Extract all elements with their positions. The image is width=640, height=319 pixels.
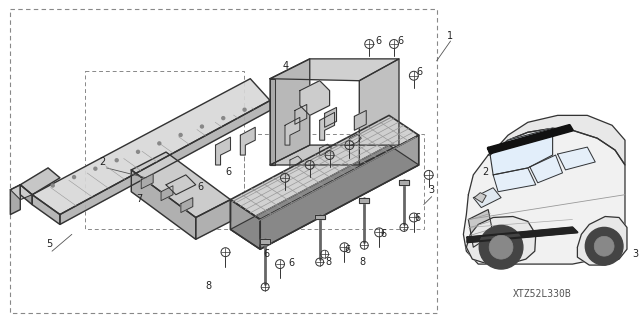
Text: 6: 6	[344, 245, 351, 255]
Polygon shape	[300, 81, 330, 115]
Polygon shape	[490, 128, 552, 175]
Bar	[85, 71, 244, 229]
Polygon shape	[474, 188, 501, 208]
Text: 8: 8	[205, 281, 212, 291]
Polygon shape	[131, 170, 196, 239]
Polygon shape	[230, 115, 419, 219]
Polygon shape	[241, 127, 255, 155]
Text: 6: 6	[288, 258, 294, 268]
Circle shape	[586, 227, 623, 265]
Text: 6: 6	[415, 213, 421, 223]
Circle shape	[479, 226, 523, 269]
Circle shape	[136, 150, 140, 153]
Text: 8: 8	[326, 257, 332, 267]
Text: 6: 6	[198, 182, 204, 192]
Polygon shape	[60, 100, 270, 225]
Text: 2: 2	[482, 167, 488, 177]
Polygon shape	[166, 175, 196, 195]
Bar	[10, 9, 437, 313]
Text: 6: 6	[397, 36, 403, 46]
Polygon shape	[230, 200, 260, 249]
Circle shape	[222, 117, 225, 120]
Text: XTZ52L330B: XTZ52L330B	[513, 289, 572, 299]
Polygon shape	[468, 210, 493, 247]
Polygon shape	[467, 217, 536, 264]
Polygon shape	[260, 135, 419, 249]
Polygon shape	[10, 185, 20, 214]
Circle shape	[115, 159, 118, 162]
Polygon shape	[399, 180, 409, 185]
Polygon shape	[270, 145, 399, 165]
Circle shape	[94, 167, 97, 170]
Polygon shape	[488, 115, 625, 165]
Polygon shape	[181, 198, 193, 212]
Text: 3: 3	[429, 185, 435, 195]
Text: 7: 7	[136, 194, 143, 204]
Polygon shape	[230, 145, 419, 249]
Polygon shape	[577, 217, 627, 265]
Polygon shape	[20, 168, 60, 195]
Text: 2: 2	[100, 157, 106, 167]
Polygon shape	[20, 185, 32, 204]
Circle shape	[200, 125, 204, 128]
Polygon shape	[196, 200, 230, 239]
Polygon shape	[260, 239, 270, 244]
Polygon shape	[324, 108, 337, 127]
Text: 5: 5	[46, 239, 52, 249]
Polygon shape	[270, 59, 310, 165]
Polygon shape	[493, 168, 536, 192]
Circle shape	[595, 236, 614, 256]
Polygon shape	[488, 125, 572, 153]
Polygon shape	[270, 59, 399, 81]
Polygon shape	[10, 185, 32, 200]
Polygon shape	[463, 128, 625, 264]
Text: 6: 6	[263, 249, 269, 259]
Polygon shape	[359, 59, 399, 165]
Polygon shape	[32, 79, 270, 214]
Polygon shape	[474, 193, 486, 203]
Text: 6: 6	[380, 229, 387, 239]
Text: 4: 4	[283, 61, 289, 71]
Circle shape	[179, 133, 182, 137]
Text: 1: 1	[447, 31, 452, 41]
Polygon shape	[141, 174, 153, 189]
Circle shape	[158, 142, 161, 145]
Circle shape	[51, 184, 54, 187]
Polygon shape	[557, 147, 595, 170]
Text: 6: 6	[375, 36, 381, 46]
Polygon shape	[355, 110, 366, 130]
Polygon shape	[315, 214, 324, 219]
Polygon shape	[530, 155, 563, 183]
Polygon shape	[270, 79, 275, 165]
Bar	[244, 134, 424, 229]
Text: 6: 6	[417, 67, 423, 77]
Polygon shape	[467, 227, 577, 242]
Polygon shape	[319, 112, 335, 140]
Text: 6: 6	[225, 167, 232, 177]
Polygon shape	[32, 195, 60, 225]
Circle shape	[243, 108, 246, 111]
Polygon shape	[161, 186, 173, 201]
Circle shape	[489, 235, 513, 259]
Polygon shape	[131, 152, 230, 218]
Polygon shape	[359, 198, 369, 203]
Polygon shape	[295, 105, 307, 124]
Text: 3: 3	[632, 249, 638, 259]
Polygon shape	[285, 117, 300, 145]
Polygon shape	[216, 137, 230, 165]
Circle shape	[72, 175, 76, 179]
Text: 8: 8	[359, 257, 365, 267]
